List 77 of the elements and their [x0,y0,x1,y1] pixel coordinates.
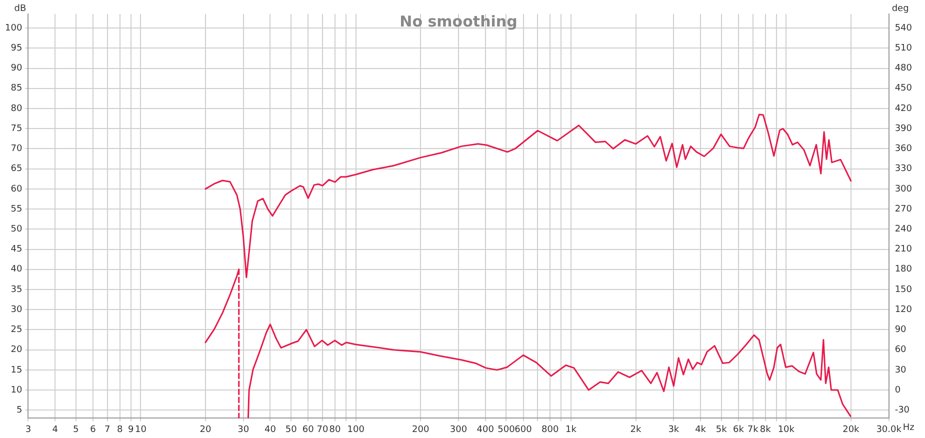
x-tick-label: 70 [316,424,329,435]
y2-tick-label: 210 [894,244,912,255]
x-tick-label: 6 [90,424,96,435]
y-tick-label: 5 [16,406,22,416]
y-tick-label: 90 [10,64,22,74]
y2-tick-label: 180 [894,264,912,275]
x-tick-label: 60 [302,424,314,435]
x-tick-label: 8 [116,424,123,435]
y2-tick-label: 30 [894,365,907,376]
y-tick-label: 20 [10,345,22,356]
x-tick-label: 50 [285,424,298,435]
y-tick-label: 10 [10,385,22,396]
x-tick-label: 30.0k [876,424,902,435]
y2-tick-label: 540 [894,23,912,34]
y-tick-label: 55 [10,204,22,214]
x-tick-label: 300 [450,424,468,435]
y2-tick-label: 480 [894,64,912,74]
y-tick-label: 95 [10,44,22,54]
y-tick-label: 45 [10,244,22,255]
x-tick-label: 5 [73,424,79,435]
y-tick-label: 65 [10,164,22,174]
x-tick-label: 1k [566,424,578,435]
y2-tick-label: 420 [894,104,912,114]
y-tick-label: 85 [10,84,22,94]
y2-tick-label: 150 [894,284,912,295]
y2-axis-title: deg [892,4,909,14]
x-tick-label: 20k [842,424,860,435]
y-tick-label: 70 [10,144,22,154]
x-tick-label: 100 [347,424,365,435]
y-tick-label: 25 [10,325,22,336]
y-tick-label: 100 [4,23,22,34]
y-axis-title: dB [14,4,26,14]
y2-tick-label: 0 [894,385,901,396]
x-tick-label: 4 [52,424,58,435]
x-tick-label: 800 [542,424,560,435]
x-tick-label: 200 [412,424,430,435]
y2-tick-label: 390 [894,124,912,134]
y-tick-label: 15 [10,365,22,376]
x-tick-label: 5k [716,424,728,435]
y-tick-label: 40 [10,264,22,275]
x-tick-label: 6k [732,424,745,435]
x-tick-label: 3 [25,424,32,435]
x-tick-label: 400 [476,424,494,435]
x-tick-label: 3k [668,424,680,435]
y2-tick-label: 60 [894,345,907,356]
y2-tick-label: 360 [894,144,912,154]
y-tick-label: 75 [10,124,22,134]
x-tick-label: 600 [514,424,532,435]
y2-tick-label: 120 [894,304,912,315]
x-tick-label: 30 [238,424,250,435]
y-tick-label: 30 [10,304,22,315]
x-tick-label: 9 [128,424,134,435]
x-tick-label: 10 [134,424,147,435]
x-tick-label: 10k [778,424,796,435]
y2-tick-label: 300 [894,184,912,194]
x-axis-title: Hz [902,423,915,434]
y-tick-label: 60 [10,184,22,194]
y-tick-label: 80 [10,104,22,114]
y2-tick-label: 240 [894,224,912,235]
y-tick-label: 35 [10,284,22,295]
x-tick-label: 40 [264,424,276,435]
y-tick-label: 50 [10,224,22,235]
x-tick-label: 2k [630,424,642,435]
y2-tick-label: -30 [894,406,910,416]
y2-tick-label: 510 [894,44,912,54]
x-tick-label: 4k [695,424,707,435]
x-tick-label: 7k [747,424,760,435]
x-tick-label: 20 [200,424,212,435]
x-tick-label: 7 [104,424,110,435]
x-tick-label: 8k [760,424,772,435]
x-tick-label: 500 [498,424,516,435]
y2-tick-label: 90 [894,325,907,336]
y2-tick-label: 330 [894,164,912,174]
chart-title: No smoothing [400,12,518,30]
y2-tick-label: 450 [894,84,912,94]
x-tick-label: 80 [329,424,341,435]
y2-tick-label: 270 [894,204,912,214]
